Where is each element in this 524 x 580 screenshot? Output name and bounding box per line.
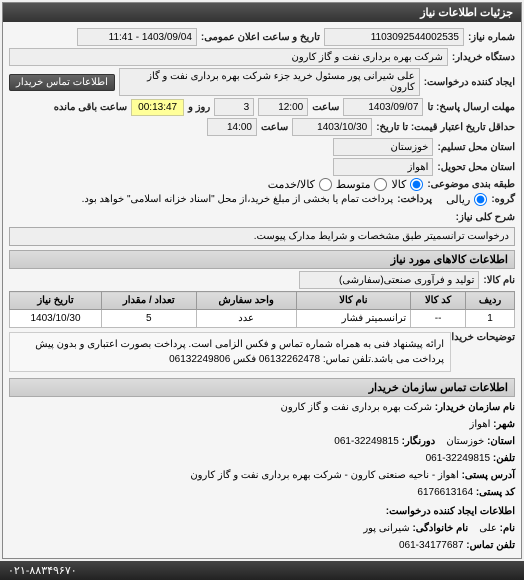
buyer-contact-button[interactable]: اطلاعات تماس خریدار	[9, 74, 115, 91]
tel-label: تلفن:	[493, 453, 515, 464]
city-label: شهر:	[493, 419, 515, 430]
delivery-value: اهواز	[333, 158, 433, 176]
location-value: خوزستان	[333, 138, 433, 156]
cell-name: ترانسمیتر فشار	[296, 310, 410, 328]
buyer-notes-label: توضیحات خریدار:	[455, 332, 515, 343]
remaining-time: 00:13:47	[131, 99, 184, 116]
item-name-value: تولید و فرآوری صنعتی(سفارشی)	[299, 271, 479, 289]
cell-date: 1403/10/30	[10, 310, 102, 328]
desc-label: شرح کلی نیاز:	[456, 212, 515, 223]
table-row[interactable]: 1 -- ترانسمیتر فشار عدد 5 1403/10/30	[10, 310, 515, 328]
group-label: گروه:	[491, 194, 515, 205]
cat-partial-radio[interactable]	[319, 178, 332, 191]
location-label: استان محل تسلیم:	[437, 142, 515, 153]
fax-label: دورنگار:	[402, 436, 436, 447]
reply-time-label: ساعت	[312, 102, 339, 113]
col-row: ردیف	[466, 292, 515, 310]
post-label: کد پستی:	[476, 487, 515, 498]
cat-partial-label: کالا/خدمت	[268, 178, 315, 191]
col-code: کد کالا	[411, 292, 466, 310]
item-name-label: نام کالا:	[483, 275, 515, 286]
post-value: 6176613164	[417, 487, 473, 498]
family-value: شیرانی پور	[363, 523, 409, 534]
name-value: علی	[479, 523, 497, 534]
group-radio-label: ریالی	[446, 193, 470, 206]
province-value: خوزستان	[446, 436, 484, 447]
addr-value: اهواز - ناحیه صنعتی کارون - شرکت بهره بر…	[190, 470, 458, 481]
cat-avg-label: متوسط	[336, 178, 371, 191]
cat-goods-radio[interactable]	[410, 178, 423, 191]
city-value: اهواز	[470, 419, 491, 430]
province-label: استان:	[487, 436, 515, 447]
requester-label: ایجاد کننده درخواست:	[424, 77, 515, 88]
contact-section-title: اطلاعات تماس سازمان خریدار	[9, 378, 515, 397]
buyer-org-label: دستگاه خریدار:	[452, 52, 515, 63]
buyer-org-value: شرکت بهره برداری نفت و گاز کارون	[9, 48, 448, 66]
remaining-days-label: روز و	[188, 102, 210, 113]
cat-goods-label: کالا	[391, 178, 406, 191]
family-label: نام خانوادگی:	[412, 523, 468, 534]
valid-date: 1403/10/30	[292, 118, 372, 136]
valid-time: 14:00	[207, 118, 257, 136]
buyer-notes-text: ارائه پیشنهاد فنی به همراه شماره تماس و …	[9, 332, 451, 372]
remaining-days: 3	[214, 98, 254, 116]
delivery-label: استان محل تحویل:	[437, 162, 515, 173]
col-name: نام کالا	[296, 292, 410, 310]
cat-avg-radio[interactable]	[374, 178, 387, 191]
valid-time-label: ساعت	[261, 122, 288, 133]
group-radio[interactable]	[474, 193, 487, 206]
panel-title: جزئیات اطلاعات نیاز	[3, 3, 521, 22]
payment-label: پرداخت:	[397, 194, 432, 205]
reply-date: 1403/09/07	[343, 98, 423, 116]
col-unit: واحد سفارش	[196, 292, 296, 310]
col-date: تاریخ نیاز	[10, 292, 102, 310]
reply-time: 12:00	[258, 98, 308, 116]
cell-qty: 5	[102, 310, 197, 328]
req-no-value: 1103092544002535	[324, 28, 464, 46]
requester-section-label: اطلاعات ایجاد کننده درخواست:	[9, 503, 515, 520]
cell-code: --	[411, 310, 466, 328]
payment-note: پرداخت تمام یا بخشی از مبلغ خرید،از محل …	[82, 194, 394, 205]
items-table: ردیف کد کالا نام کالا واحد سفارش تعداد /…	[9, 291, 515, 328]
cell-row: 1	[466, 310, 515, 328]
phone-label: تلفن تماس:	[466, 540, 515, 551]
addr-label: آدرس پستی:	[462, 470, 515, 481]
requester-value: علی شیرانی پور مسئول خرید جزء شرکت بهره …	[119, 68, 420, 96]
col-qty: تعداد / مقدار	[102, 292, 197, 310]
reply-deadline-label: مهلت ارسال پاسخ: تا	[427, 102, 515, 113]
remaining-suffix: ساعت باقی مانده	[54, 102, 127, 113]
announce-label: تاریخ و ساعت اعلان عمومی:	[201, 32, 320, 43]
org-value: شرکت بهره برداری نفت و گاز کارون	[281, 402, 432, 413]
footer-phone: ۰۲۱-۸۸۳۴۹۶۷۰	[0, 561, 524, 580]
valid-until-label: حداقل تاریخ اعتبار قیمت: تا تاریخ:	[376, 122, 515, 133]
tel-value: 32249815-061	[426, 453, 491, 464]
name-label: نام:	[500, 523, 515, 534]
announce-value: 1403/09/04 - 11:41	[77, 28, 197, 46]
fax-value: 32249815-061	[334, 436, 399, 447]
items-section-title: اطلاعات کالاهای مورد نیاز	[9, 250, 515, 269]
phone-value: 34177687-061	[399, 540, 464, 551]
org-label: نام سازمان خریدار:	[435, 402, 515, 413]
cell-unit: عدد	[196, 310, 296, 328]
req-no-label: شماره نیاز:	[468, 32, 515, 43]
desc-text: درخواست ترانسمیتر طبق مشخصات و شرایط مدا…	[9, 227, 515, 246]
category-label: طبقه بندی موضوعی:	[427, 179, 515, 190]
